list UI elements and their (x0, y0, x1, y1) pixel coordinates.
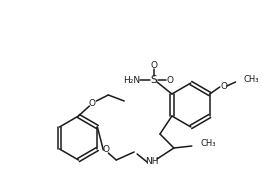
Text: H₂N: H₂N (124, 75, 141, 84)
Text: CH₃: CH₃ (201, 140, 216, 148)
Text: O: O (220, 82, 227, 91)
Text: O: O (166, 75, 173, 84)
Text: O: O (150, 60, 158, 69)
Text: S: S (151, 75, 157, 85)
Text: CH₃: CH₃ (244, 75, 259, 84)
Text: O: O (89, 98, 96, 107)
Text: NH: NH (145, 158, 159, 166)
Text: O: O (103, 145, 110, 154)
